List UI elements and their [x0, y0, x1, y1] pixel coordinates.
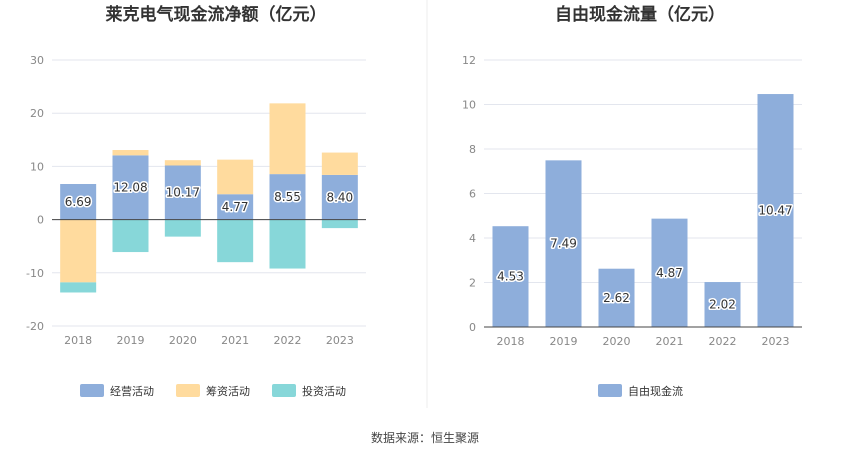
- right-plot-area: 12 10 8 6 4 2 0 2018 2019 2020 2021 2022 2023 4.53 7.4…: [462, 54, 802, 348]
- bar-筹资活动-2019: [112, 150, 149, 156]
- bar-投资活动-2022: [269, 219, 306, 269]
- data-label: 4.77: [222, 200, 249, 214]
- legend-label: 筹资活动: [206, 384, 250, 398]
- x-tick-label: 2022: [274, 334, 302, 347]
- data-label: 4.53: [497, 270, 524, 284]
- legend-swatch: [272, 384, 296, 397]
- bar-自由现金流-2019: [545, 160, 582, 327]
- y-tick-label: 0: [469, 321, 476, 334]
- bar-自由现金流-2021: [651, 218, 688, 327]
- bar-经营活动-2021: [217, 194, 254, 220]
- bar-经营活动-2019: [112, 155, 149, 220]
- data-label: 10.17: [166, 186, 200, 200]
- left-legend: 经营活动 筹资活动 投资活动: [80, 384, 346, 398]
- y-tick-label: 20: [30, 107, 44, 120]
- data-label: 2.62: [603, 291, 630, 305]
- x-tick-label: 2023: [326, 334, 354, 347]
- y-tick-label: 10: [30, 160, 44, 173]
- bar-经营活动-2022: [269, 174, 306, 220]
- legend-label: 自由现金流: [628, 384, 683, 398]
- y-tick-label: 10: [462, 99, 476, 112]
- legend-swatch: [176, 384, 200, 397]
- bar-经营活动-2018: [60, 184, 97, 220]
- bar-自由现金流-2022: [704, 282, 741, 327]
- data-label: 2.02: [709, 298, 736, 312]
- bar-筹资活动-2022: [269, 103, 306, 175]
- data-label: 6.69: [65, 195, 92, 209]
- y-tick-label: 0: [37, 214, 44, 227]
- x-tick-label: 2018: [64, 334, 92, 347]
- x-tick-label: 2023: [762, 335, 790, 348]
- y-tick-label: 30: [30, 54, 44, 67]
- x-tick-label: 2020: [603, 335, 631, 348]
- bar-投资活动-2019: [112, 219, 149, 253]
- bar-自由现金流-2018: [492, 226, 529, 327]
- x-tick-label: 2022: [709, 335, 737, 348]
- bar-经营活动-2020: [164, 165, 201, 220]
- x-tick-label: 2021: [656, 335, 684, 348]
- y-tick-label: 12: [462, 54, 476, 67]
- x-tick-label: 2018: [497, 335, 525, 348]
- source-note: 数据来源：恒生聚源: [371, 430, 479, 445]
- left-chart-title: 莱克电气现金流净额（亿元）: [106, 4, 327, 25]
- bar-投资活动-2023: [321, 219, 358, 229]
- y-tick-label: -10: [26, 267, 44, 280]
- data-label: 4.87: [656, 266, 683, 280]
- bar-经营活动-2023: [321, 174, 358, 220]
- x-tick-label: 2020: [169, 334, 197, 347]
- right-legend: 自由现金流: [598, 384, 683, 398]
- bar-投资活动-2021: [217, 219, 254, 263]
- y-tick-label: 6: [469, 188, 476, 201]
- x-tick-label: 2019: [117, 334, 145, 347]
- legend-label: 投资活动: [302, 384, 346, 398]
- bar-筹资活动-2018: [60, 219, 97, 283]
- bar-投资活动-2020: [164, 219, 201, 237]
- left-plot-area: 30 20 10 0 -10 -20 2018 2019 2020 2021 2022 2023 6.6…: [26, 54, 366, 347]
- bar-筹资活动-2021: [217, 159, 254, 195]
- data-label: 7.49: [550, 237, 577, 251]
- data-label: 8.55: [274, 190, 301, 204]
- bar-筹资活动-2020: [164, 160, 201, 166]
- y-tick-label: 2: [469, 277, 476, 290]
- data-label: 10.47: [758, 204, 792, 218]
- data-label: 8.40: [326, 190, 353, 204]
- bar-自由现金流-2023: [757, 94, 794, 327]
- bar-自由现金流-2020: [598, 268, 635, 327]
- y-tick-label: 8: [469, 143, 476, 156]
- legend-swatch: [598, 384, 622, 397]
- bar-投资活动-2018: [60, 282, 97, 293]
- x-tick-label: 2021: [221, 334, 249, 347]
- legend-label: 经营活动: [110, 384, 154, 398]
- legend-swatch: [80, 384, 104, 397]
- x-tick-label: 2019: [550, 335, 578, 348]
- data-label: 12.08: [113, 180, 147, 194]
- right-chart-title: 自由现金流量（亿元）: [555, 4, 725, 25]
- y-tick-label: -20: [26, 320, 44, 333]
- bar-筹资活动-2023: [321, 152, 358, 175]
- y-tick-label: 4: [469, 232, 476, 245]
